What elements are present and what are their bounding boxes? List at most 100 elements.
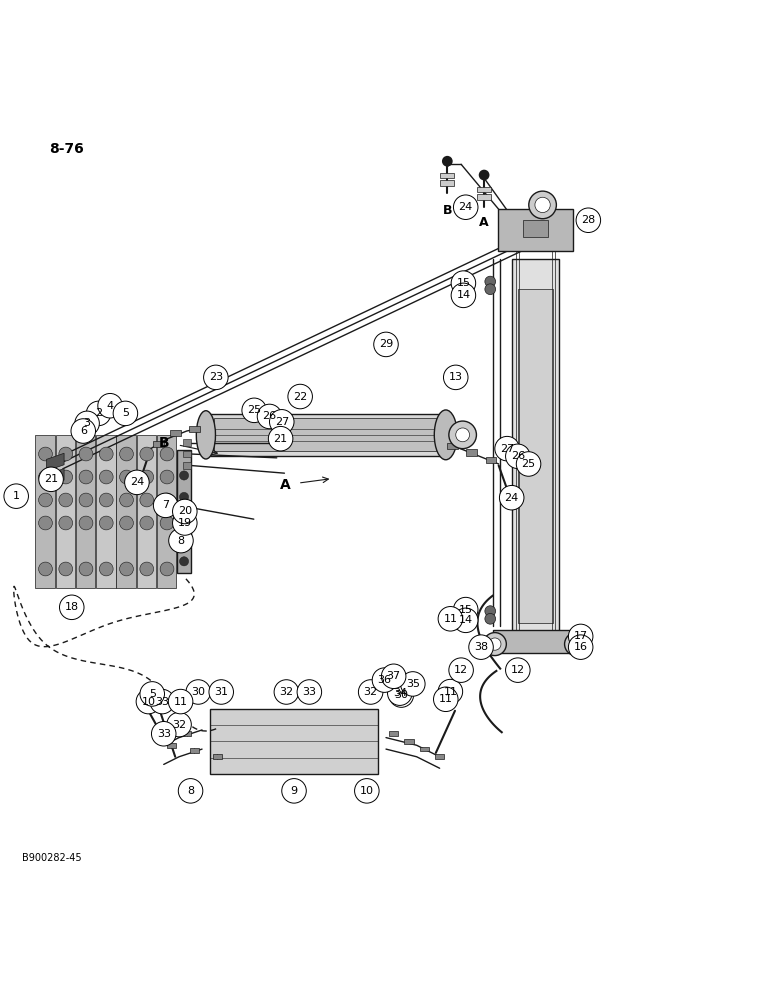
Text: 29: 29 [379,339,393,349]
Text: B: B [158,436,169,450]
Text: 2: 2 [95,408,102,418]
Circle shape [469,635,493,659]
Text: 25: 25 [522,459,536,469]
Circle shape [282,779,306,803]
Circle shape [79,516,93,530]
Polygon shape [447,443,458,449]
Text: 32: 32 [279,687,293,697]
Text: 14: 14 [459,615,472,625]
Circle shape [529,191,557,219]
Polygon shape [190,748,199,753]
Circle shape [499,485,524,510]
Circle shape [100,516,113,530]
Polygon shape [405,739,414,744]
Circle shape [140,516,154,530]
Text: 12: 12 [454,665,468,675]
Circle shape [451,283,476,308]
Circle shape [39,467,63,492]
Circle shape [242,398,266,423]
Circle shape [535,197,550,213]
Text: 19: 19 [178,518,192,528]
Circle shape [173,499,197,524]
Circle shape [120,447,134,461]
Circle shape [100,493,113,507]
Polygon shape [183,462,191,469]
Circle shape [485,284,496,295]
Text: 34: 34 [393,688,407,698]
FancyBboxPatch shape [157,435,176,588]
Circle shape [442,156,452,167]
Circle shape [100,470,113,484]
Polygon shape [477,187,491,192]
Polygon shape [435,754,444,759]
Text: 33: 33 [303,687,317,697]
Polygon shape [440,173,454,178]
Circle shape [434,687,458,712]
Text: 23: 23 [208,372,223,382]
Text: 33: 33 [157,729,171,739]
Circle shape [59,595,84,620]
Text: B: B [442,204,452,217]
Text: 13: 13 [449,372,462,382]
Circle shape [100,447,113,461]
Circle shape [151,722,176,746]
Polygon shape [189,426,200,432]
Circle shape [140,562,154,576]
Circle shape [358,680,383,704]
Text: 30: 30 [191,687,205,697]
Text: 6: 6 [80,426,86,436]
Circle shape [160,516,174,530]
Circle shape [443,365,468,390]
Text: 22: 22 [293,392,307,402]
FancyBboxPatch shape [137,435,156,588]
Text: 14: 14 [456,290,470,300]
Circle shape [59,493,73,507]
Text: 36: 36 [378,675,391,685]
Text: 32: 32 [364,687,378,697]
Circle shape [120,470,134,484]
Circle shape [120,516,134,530]
Circle shape [59,562,73,576]
Circle shape [59,470,73,484]
Circle shape [79,447,93,461]
Polygon shape [498,209,573,251]
Text: 25: 25 [247,405,261,415]
Text: 27: 27 [500,444,514,454]
FancyBboxPatch shape [518,289,553,623]
Text: 7: 7 [162,500,169,510]
Text: 18: 18 [65,602,79,612]
Circle shape [374,332,398,357]
Text: 35: 35 [406,679,420,689]
Text: 10: 10 [360,786,374,796]
Circle shape [79,470,93,484]
Circle shape [79,493,93,507]
Circle shape [150,689,174,714]
Circle shape [39,493,52,507]
Polygon shape [213,754,222,759]
Circle shape [506,444,530,469]
Circle shape [506,658,530,682]
Text: 8: 8 [187,786,194,796]
Text: 30: 30 [394,690,408,700]
Circle shape [449,421,476,449]
Circle shape [160,493,174,507]
Circle shape [86,401,111,426]
Text: 11: 11 [438,694,453,704]
Polygon shape [420,747,429,751]
Polygon shape [486,457,496,463]
Text: 27: 27 [275,417,289,427]
Circle shape [39,470,52,484]
Circle shape [485,613,496,624]
Polygon shape [167,743,176,748]
FancyBboxPatch shape [214,418,436,451]
Text: 12: 12 [511,665,525,675]
Polygon shape [466,449,477,456]
Text: 37: 37 [387,671,401,681]
Text: 32: 32 [172,720,186,730]
Text: 4: 4 [107,401,113,411]
Polygon shape [493,630,578,653]
Text: 11: 11 [443,614,457,624]
Text: 28: 28 [581,215,595,225]
Circle shape [354,779,379,803]
Text: 9: 9 [290,786,297,796]
